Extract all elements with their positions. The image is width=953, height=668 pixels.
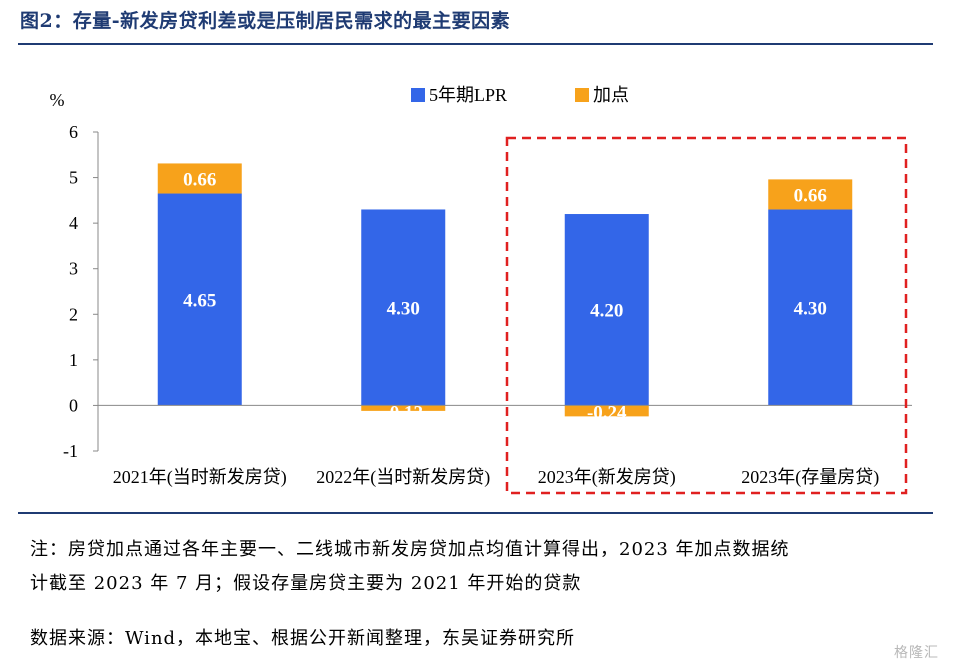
y-tick-label: 4 <box>69 213 78 233</box>
bar-lpr <box>157 193 242 406</box>
source-line: 数据来源：Wind，本地宝、根据公开新闻整理，东吴证券研究所 <box>30 628 576 649</box>
y-tick-label: 6 <box>69 122 78 142</box>
y-tick-label: 2 <box>69 304 78 324</box>
legend-label-markup: 加点 <box>593 85 629 105</box>
bar-markup <box>564 405 649 417</box>
data-label-lpr: 4.30 <box>387 298 420 319</box>
data-label-lpr: 4.65 <box>183 290 216 311</box>
stacked-bar-chart: -1 0 1 2 3 4 5 6% 4.65 0.66 2021年(当时新发房贷) 4.30 -0.12… <box>50 85 912 495</box>
title-rule <box>18 43 933 45</box>
bar-markup <box>768 179 853 210</box>
legend-label-lpr: 5年期LPR <box>429 85 507 105</box>
notes-rule <box>18 512 933 514</box>
x-tick-label: 2022年(当时新发房贷) <box>316 467 490 488</box>
y-tick-label: -1 <box>63 441 78 461</box>
note-line-1: 注：房贷加点通过各年主要一、二线城市新发房贷加点均值计算得出，2023 年加点数… <box>30 539 790 560</box>
y-tick-label: 5 <box>69 168 78 188</box>
bar-lpr <box>361 209 446 406</box>
legend-swatch-markup <box>575 88 589 102</box>
watermark: 格隆汇 <box>894 645 939 661</box>
note-line-2: 计截至 2023 年 7 月；假设存量房贷主要为 2021 年开始的贷款 <box>30 573 582 594</box>
x-tick-label: 2023年(存量房贷) <box>741 467 879 488</box>
x-tick-label: 2023年(新发房贷) <box>538 467 676 488</box>
y-tick-label: 0 <box>69 395 78 415</box>
y-tick-label: 1 <box>69 350 78 370</box>
y-axis-unit: % <box>50 90 65 110</box>
bar-markup <box>157 163 242 194</box>
data-label-lpr: 4.30 <box>794 298 827 319</box>
highlight-box <box>505 136 908 495</box>
figure-title: 图2：存量-新发房贷利差或是压制居民需求的最主要因素 <box>20 10 511 32</box>
bar-markup <box>361 405 446 411</box>
legend-swatch-lpr <box>411 88 425 102</box>
data-label-markup: 0.66 <box>183 169 216 190</box>
y-tick-label: 3 <box>69 259 78 279</box>
data-label-markup: -0.24 <box>587 402 627 423</box>
data-label-markup: -0.12 <box>383 402 423 423</box>
bar-lpr <box>564 214 649 406</box>
data-label-lpr: 4.20 <box>590 301 623 322</box>
x-tick-label: 2021年(当时新发房贷) <box>113 467 287 488</box>
bar-lpr <box>768 209 853 406</box>
data-label-markup: 0.66 <box>794 185 827 206</box>
